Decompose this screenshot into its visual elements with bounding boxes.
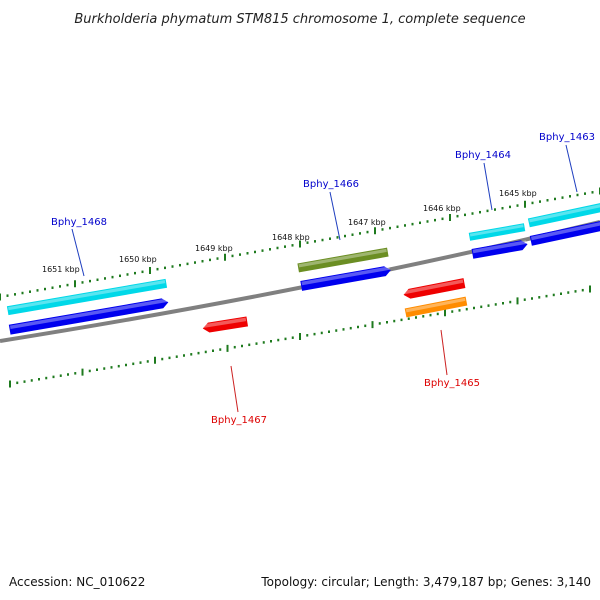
cds-bphy-1466[interactable] xyxy=(300,265,391,291)
gene-bphy-1464[interactable] xyxy=(468,223,526,241)
gene-bphy-1463[interactable] xyxy=(527,202,600,228)
scale-labels: 1651 kbp 1650 kbp 1649 kbp 1648 kbp 1647… xyxy=(42,189,537,274)
pointer-bphy-1466 xyxy=(329,191,341,241)
scale-label-1645: 1645 kbp xyxy=(499,189,537,198)
gene-label-bphy-1468[interactable]: Bphy_1468 xyxy=(51,217,107,228)
pointer-bphy-1463 xyxy=(565,144,578,193)
gene-label-bphy-1467[interactable]: Bphy_1467 xyxy=(211,415,267,426)
pointer-bphy-1464 xyxy=(483,162,493,211)
scale-label-1646: 1646 kbp xyxy=(423,204,461,213)
inner-scale-ticks xyxy=(9,285,591,388)
gene-bphy-1468[interactable] xyxy=(6,278,168,316)
gene-label-bphy-1466[interactable]: Bphy_1466 xyxy=(303,179,359,190)
cds-bphy-1465[interactable] xyxy=(403,278,466,300)
pointer-bphy-1467 xyxy=(230,365,239,413)
scale-label-1650: 1650 kbp xyxy=(119,255,157,264)
gene-label-bphy-1463[interactable]: Bphy_1463 xyxy=(539,132,595,143)
scale-label-1649: 1649 kbp xyxy=(195,244,233,253)
scale-label-1648: 1648 kbp xyxy=(272,233,310,242)
cds-bphy-1463[interactable] xyxy=(529,220,600,246)
cds-bphy-1467[interactable] xyxy=(202,316,249,334)
scale-label-1647: 1647 kbp xyxy=(348,218,386,227)
gene-bphy-1465[interactable] xyxy=(404,296,468,318)
pointer-bphy-1468 xyxy=(71,228,85,277)
map-title: Burkholderia phymatum STM815 chromosome … xyxy=(74,12,525,27)
pointer-bphy-1465 xyxy=(440,329,448,376)
cds-bphy-1468[interactable] xyxy=(8,297,169,335)
cds-bphy-1464[interactable] xyxy=(471,239,529,259)
gene-label-bphy-1464[interactable]: Bphy_1464 xyxy=(455,150,511,161)
gene-bphy-1466[interactable] xyxy=(297,247,389,273)
gene-label-bphy-1465[interactable]: Bphy_1465 xyxy=(424,378,480,389)
accession-label: Accession: NC_010622 xyxy=(9,575,145,589)
genome-summary: Topology: circular; Length: 3,479,187 bp… xyxy=(260,575,591,589)
outer-scale-ticks xyxy=(0,187,600,301)
scale-label-1651: 1651 kbp xyxy=(42,265,80,274)
